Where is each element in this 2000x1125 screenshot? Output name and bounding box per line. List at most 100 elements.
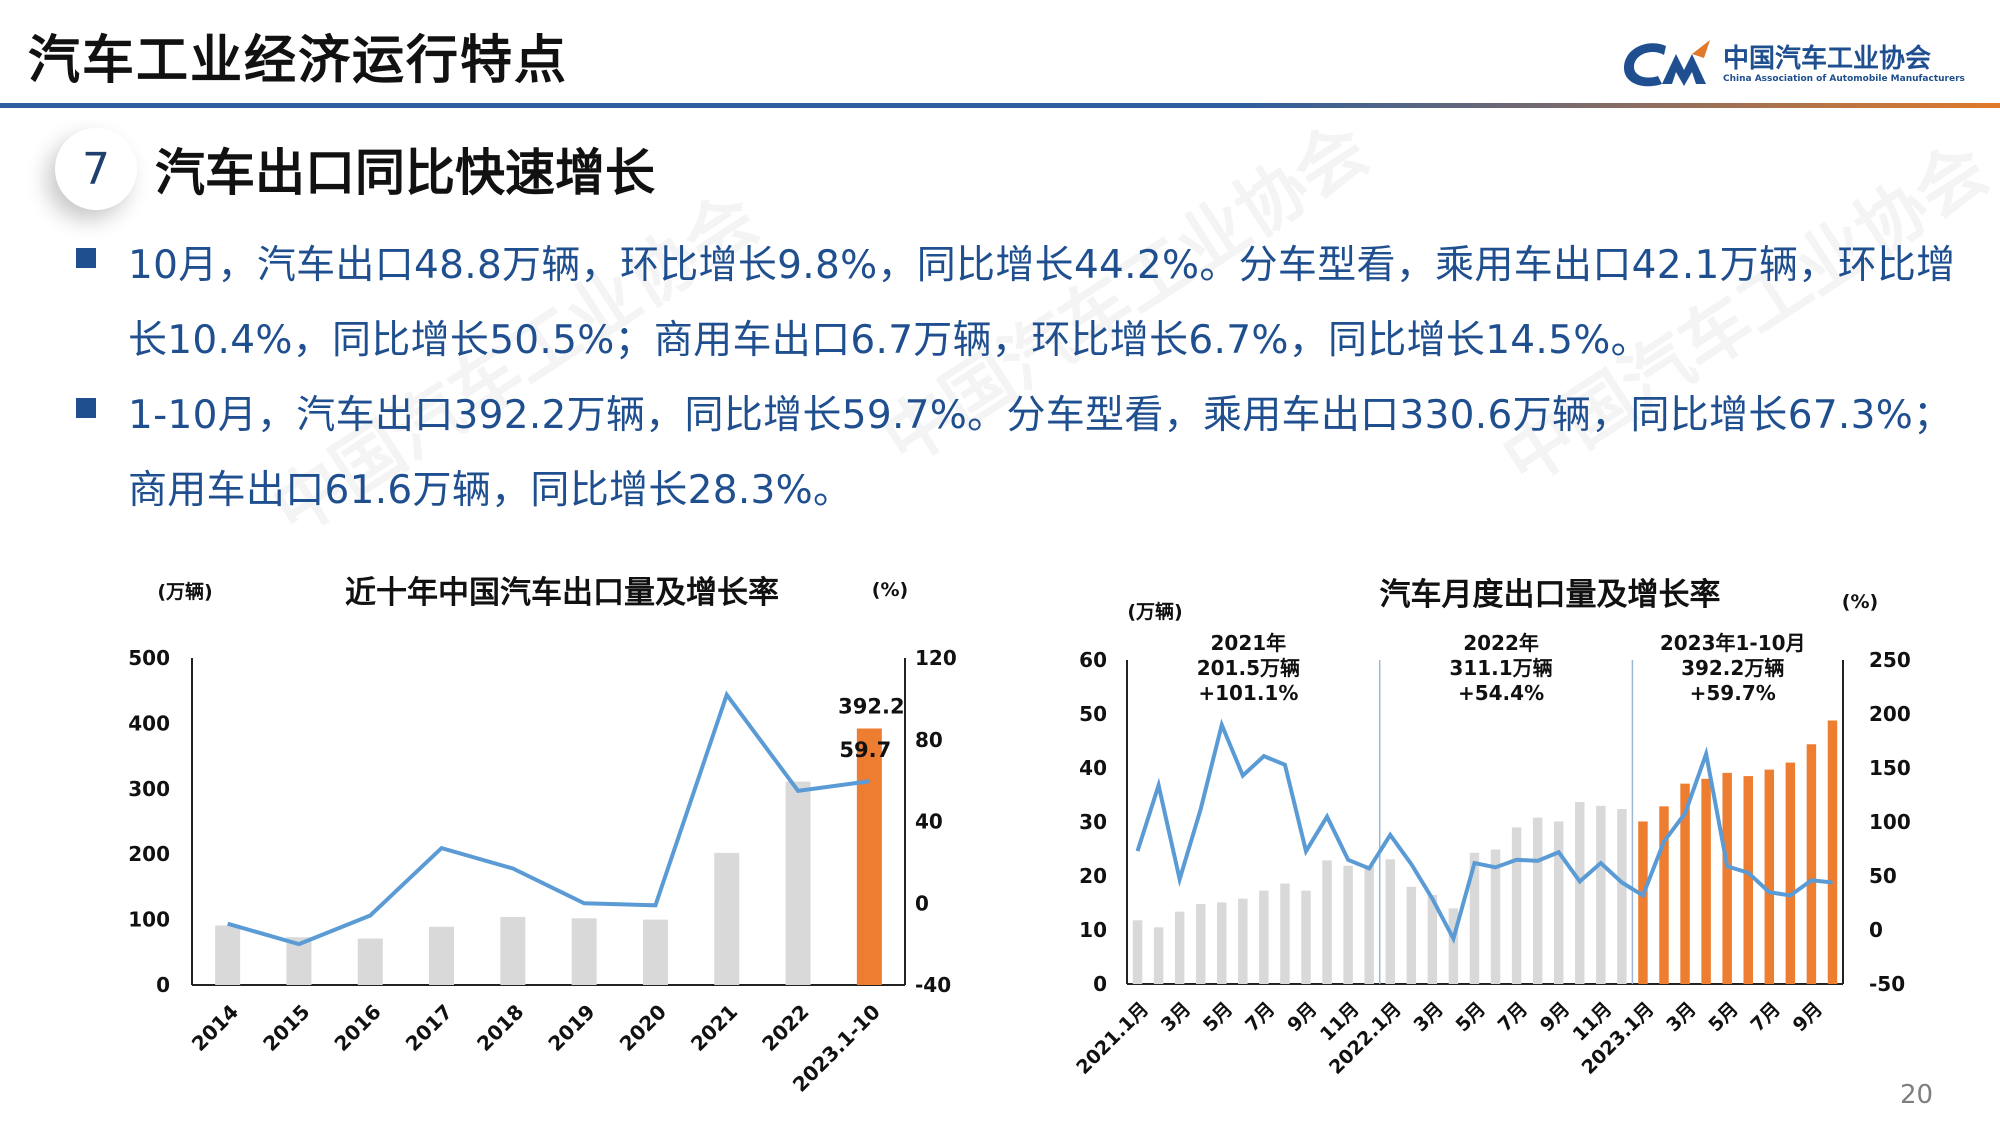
chart2-y-tick-label: 20 [1079,864,1107,888]
chart1-bar [215,925,241,985]
logo-chinese-name: 中国汽车工业协会 [1723,44,1932,74]
chart2-bar [1806,744,1817,984]
chart2-bar [1448,908,1459,984]
chart1-bar [856,728,882,985]
logo-english-name: China Association of Automobile Manufact… [1723,74,1965,84]
chart2-title: 汽车月度出口量及增长率 [1380,577,1721,613]
bullet-text: 10月，汽车出口48.8万辆，环比增长9.8%，同比增长44.2%。分车型看，乘… [128,243,1956,363]
chart1-x-tick-label: 2017 [401,1000,457,1056]
chart1-bar [714,852,740,985]
chart1-y-tick-label: 200 [128,842,170,866]
chart2-bar [1385,859,1395,984]
chart2-y2-tick-label: 250 [1869,648,1911,672]
section-number-badge: 7 [55,128,137,210]
chart2-period-label: +59.7% [1690,681,1776,705]
bullet-item: 10月，汽车出口48.8万辆，环比增长9.8%，同比增长44.2%。分车型看，乘… [72,228,1972,378]
chart2-period-label: 2022年 [1463,631,1539,655]
chart2-bar [1511,827,1522,984]
header-divider [0,103,2000,108]
chart2-bar [1174,911,1185,984]
chart2-bar [1217,902,1227,984]
chart1-y2-tick-label: 0 [915,891,929,915]
chart1-bar [785,781,811,985]
chart1-growth-line [227,690,870,947]
chart2-x-tick-label: 2021.1月 [1072,998,1153,1079]
chart1-y-tick-label: 0 [156,973,170,997]
chart2-y-tick-label: 30 [1079,810,1107,834]
chart1-bar [500,916,526,985]
chart1-y-tick-label: 500 [128,646,170,670]
chart2-period-label: +54.4% [1458,681,1544,705]
chart1-left-unit: (万辆) [157,580,212,603]
bullet-text: 1-10月，汽车出口392.2万辆，同比增长59.7%。分车型看，乘用车出口33… [128,393,1953,513]
chart2-bar [1596,805,1606,984]
chart1-x-tick-label: 2021 [686,1000,742,1056]
chart2-period-label: 2023年1-10月 [1660,631,1806,655]
chart2-bar [1701,778,1711,984]
chart2-period-label: 2021年 [1211,631,1287,655]
chart2-bar [1553,821,1564,984]
chart2-x-tick-label: 9月 [1789,998,1827,1036]
chart2-period-label: 311.1万辆 [1449,656,1552,680]
chart2-y-tick-label: 50 [1079,702,1107,726]
chart2-y2-tick-label: 150 [1869,756,1911,780]
chart2-bar [1259,890,1269,984]
chart2-bar [1659,806,1669,984]
chart1-right-unit: (%) [872,579,908,601]
chart2-x-tick-label: 3月 [1662,998,1700,1036]
chart2-bar [1301,890,1311,984]
chart2-x-tick-label: 5月 [1704,998,1742,1036]
chart1-x-tick-label: 2014 [187,1000,243,1056]
chart1-bar [571,918,597,985]
chart1-bar [642,919,668,985]
chart2-bar [1238,898,1248,984]
chart2-bar [1827,720,1838,984]
chart1-title: 近十年中国汽车出口量及增长率 [345,575,779,611]
chart2-x-tick-label: 7月 [1494,998,1532,1036]
bullet-square-icon [76,248,96,268]
chart2-right-unit: (%) [1842,591,1878,613]
chart2-bar [1680,783,1690,984]
chart1-x-tick-label: 2018 [472,1000,528,1056]
chart1-x-tick-label: 2020 [615,1000,671,1056]
chart2-y2-tick-label: 100 [1869,810,1911,834]
chart2-y2-tick-label: 200 [1869,702,1911,726]
chart2-y2-tick-label: 50 [1869,864,1897,888]
chart2-bar [1469,852,1480,984]
page-number: 20 [1900,1080,1934,1110]
chart2-y-tick-label: 60 [1079,648,1107,672]
chart2-bar [1153,927,1164,984]
chart2-bar [1343,865,1353,984]
chart2-y-tick-label: 40 [1079,756,1107,780]
chart2-bar [1427,894,1438,984]
chart2-bar [1490,849,1501,984]
chart2-bar [1617,809,1627,984]
chart2-bar [1280,883,1290,984]
chart2-bar [1764,769,1775,984]
section-number: 7 [82,143,110,195]
chart2-bar [1638,821,1648,984]
chart2-y-tick-label: 0 [1093,972,1107,996]
chart2-bar [1195,904,1206,984]
chart1-data-label: 59.7 [839,738,891,762]
chart2-bar [1406,886,1417,984]
chart2-bar [1364,865,1374,984]
chart1-bar [357,938,383,985]
chart2-x-tick-label: 7月 [1241,998,1279,1036]
chart2-period-label: 201.5万辆 [1197,656,1300,680]
chart1-y-tick-label: 300 [128,777,170,801]
chart2-x-tick-label: 3月 [1157,998,1195,1036]
bullet-item: 1-10月，汽车出口392.2万辆，同比增长59.7%。分车型看，乘用车出口33… [72,378,1972,528]
chart2-bar [1743,776,1753,984]
chart2-y-tick-label: 10 [1079,918,1107,942]
bullet-square-icon [76,398,96,418]
chart2-period-label: +101.1% [1198,681,1298,705]
chart1-y-tick-label: 100 [128,908,170,932]
chart2-x-tick-label: 7月 [1746,998,1784,1036]
chart2-y2-tick-label: -50 [1869,972,1905,996]
chart2-bar [1532,817,1543,984]
bullet-list: 10月，汽车出口48.8万辆，环比增长9.8%，同比增长44.2%。分车型看，乘… [72,228,1972,528]
chart2-left-unit: (万辆) [1127,600,1182,623]
chart1-y2-tick-label: -40 [915,973,951,997]
